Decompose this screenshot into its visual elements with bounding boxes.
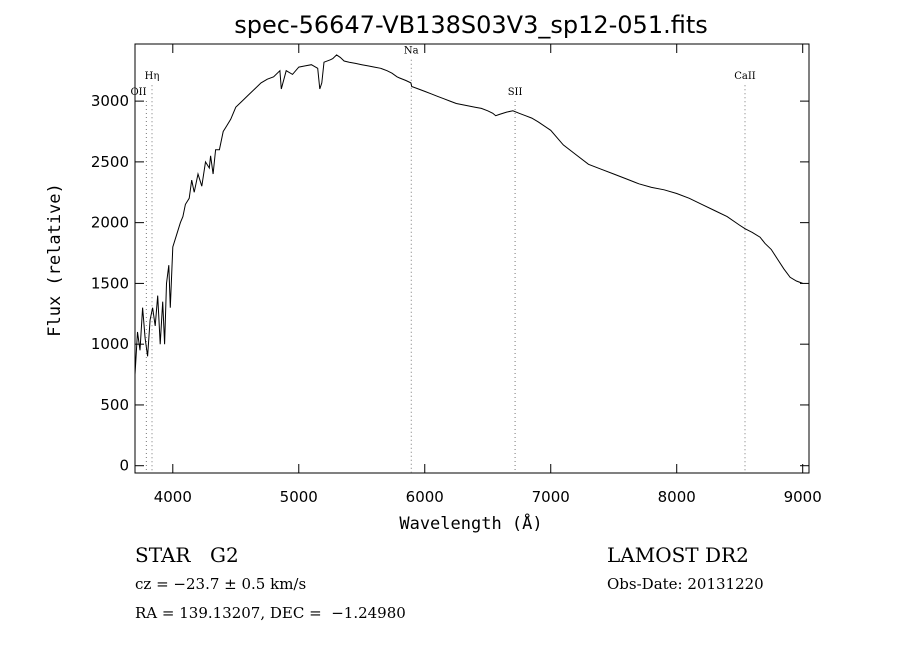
x-tick-label: 6000 <box>406 488 444 506</box>
plot-frame <box>134 43 810 474</box>
y-tick-label: 1000 <box>91 335 129 353</box>
x-tick-label: 4000 <box>154 488 192 506</box>
x-tick-label: 8000 <box>658 488 696 506</box>
x-axis-label: Wavelength (Å) <box>399 512 542 534</box>
y-tick-label: 2000 <box>91 214 129 232</box>
observation-date: Obs-Date: 20131220 <box>607 575 764 593</box>
spectral-line-label: Hη <box>145 71 160 82</box>
object-type: STAR <box>135 543 191 567</box>
chart-title: spec-56647-VB138S03V3_sp12-051.fits <box>234 11 708 39</box>
x-tick-label: 9000 <box>784 488 822 506</box>
coordinates: RA = 139.13207, DEC = −1.24980 <box>135 604 406 622</box>
y-tick-label: 3000 <box>91 92 129 110</box>
y-tick-label: 0 <box>119 457 129 475</box>
spectral-line-label: Na <box>404 46 419 57</box>
x-tick-label: 7000 <box>532 488 570 506</box>
x-tick-label: 5000 <box>280 488 318 506</box>
y-axis-label: Flux (relative) <box>45 183 65 337</box>
survey-name: LAMOST DR2 <box>607 543 749 567</box>
subclass: G2 <box>210 543 239 567</box>
spectral-line-label: OII <box>130 87 146 98</box>
spectrum-line <box>134 54 803 375</box>
y-tick-label: 2500 <box>91 153 129 171</box>
redshift-velocity: cz = −23.7 ± 0.5 km/s <box>135 575 307 593</box>
y-tick-label: 500 <box>100 396 129 414</box>
y-tick-label: 1500 <box>91 274 129 292</box>
spectral-line-label: CaII <box>734 71 756 82</box>
spectral-line-label: SII <box>508 87 523 98</box>
